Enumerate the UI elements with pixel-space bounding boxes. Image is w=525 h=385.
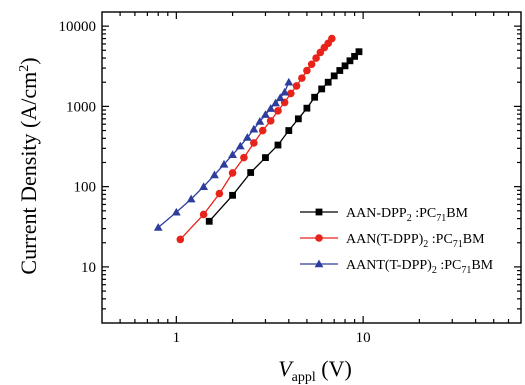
series-3 [153, 77, 294, 231]
data-point [228, 169, 237, 177]
legend-marker [314, 259, 324, 268]
data-point [247, 169, 255, 176]
legend-label: AANT(T-DPP)2 :PC71BM [346, 258, 494, 276]
legend-marker [315, 234, 323, 242]
data-point [336, 67, 344, 74]
data-point [328, 34, 336, 43]
data-point [311, 93, 319, 101]
data-point [303, 104, 311, 112]
data-point [266, 117, 275, 125]
data-point [355, 48, 363, 56]
legend-item: AAN-DPP2 :PC71BM [300, 206, 469, 224]
data-point [229, 191, 236, 199]
data-point [258, 126, 267, 135]
x-axis-title: Vappl (V) [278, 356, 352, 385]
data-point [266, 104, 276, 112]
data-point [274, 107, 282, 115]
data-point [341, 62, 349, 70]
legend: AAN-DPP2 :PC71BM AAN(T-DPP)2 :PC71BM AANT(… [300, 206, 494, 276]
legend-item: AAN(T-DPP)2 :PC71BM [300, 232, 485, 250]
data-point [274, 141, 282, 149]
data-point [205, 217, 213, 225]
legend-item: AANT(T-DPP)2 :PC71BM [300, 258, 494, 276]
data-point [324, 78, 332, 86]
data-point [285, 127, 293, 134]
data-point [275, 93, 285, 102]
data-point [242, 133, 252, 141]
data-point [219, 159, 229, 168]
data-point [271, 98, 281, 107]
y-tick-label: 10 [81, 260, 96, 276]
series-1 [205, 48, 363, 225]
data-point [261, 110, 270, 118]
data-point [284, 77, 294, 86]
data-point [280, 87, 290, 96]
data-point [330, 72, 338, 80]
data-point [235, 141, 245, 150]
x-tick-label: 10 [356, 330, 371, 346]
series-2 [176, 34, 336, 244]
data-point [318, 85, 326, 93]
data-point [298, 74, 306, 82]
data-point [312, 54, 320, 62]
data-point [255, 117, 265, 125]
data-point [249, 124, 259, 133]
data-point [171, 207, 181, 216]
data-point [262, 154, 269, 162]
data-point [346, 57, 354, 65]
data-point [228, 150, 237, 159]
y-tick-label: 1000 [66, 99, 96, 115]
y-axis-title: Current Density (A/cm2) [16, 57, 41, 274]
data-point [292, 82, 301, 90]
data-point [176, 235, 185, 244]
data-point [199, 210, 208, 219]
y-tick-label: 10000 [59, 19, 97, 35]
data-point [215, 189, 224, 198]
legend-marker [315, 208, 323, 216]
data-point [186, 194, 196, 203]
series-layer [153, 34, 363, 244]
data-point [307, 60, 316, 69]
plot-frame [101, 11, 522, 324]
data-point [240, 153, 248, 162]
legend-label: AAN-DPP2 :PC71BM [346, 206, 469, 224]
x-tick-label: 1 [173, 330, 181, 346]
data-point [287, 89, 295, 98]
legend-label: AAN(T-DPP)2 :PC71BM [346, 232, 485, 250]
data-point [250, 139, 258, 147]
data-point [199, 182, 209, 190]
data-point [351, 52, 358, 60]
data-point [210, 170, 219, 179]
data-point [303, 66, 311, 75]
data-point [153, 223, 163, 231]
y-tick-label: 100 [74, 180, 97, 196]
plot-area: 1 10 10 100 1000 10000 [59, 11, 522, 346]
data-point [294, 115, 302, 123]
